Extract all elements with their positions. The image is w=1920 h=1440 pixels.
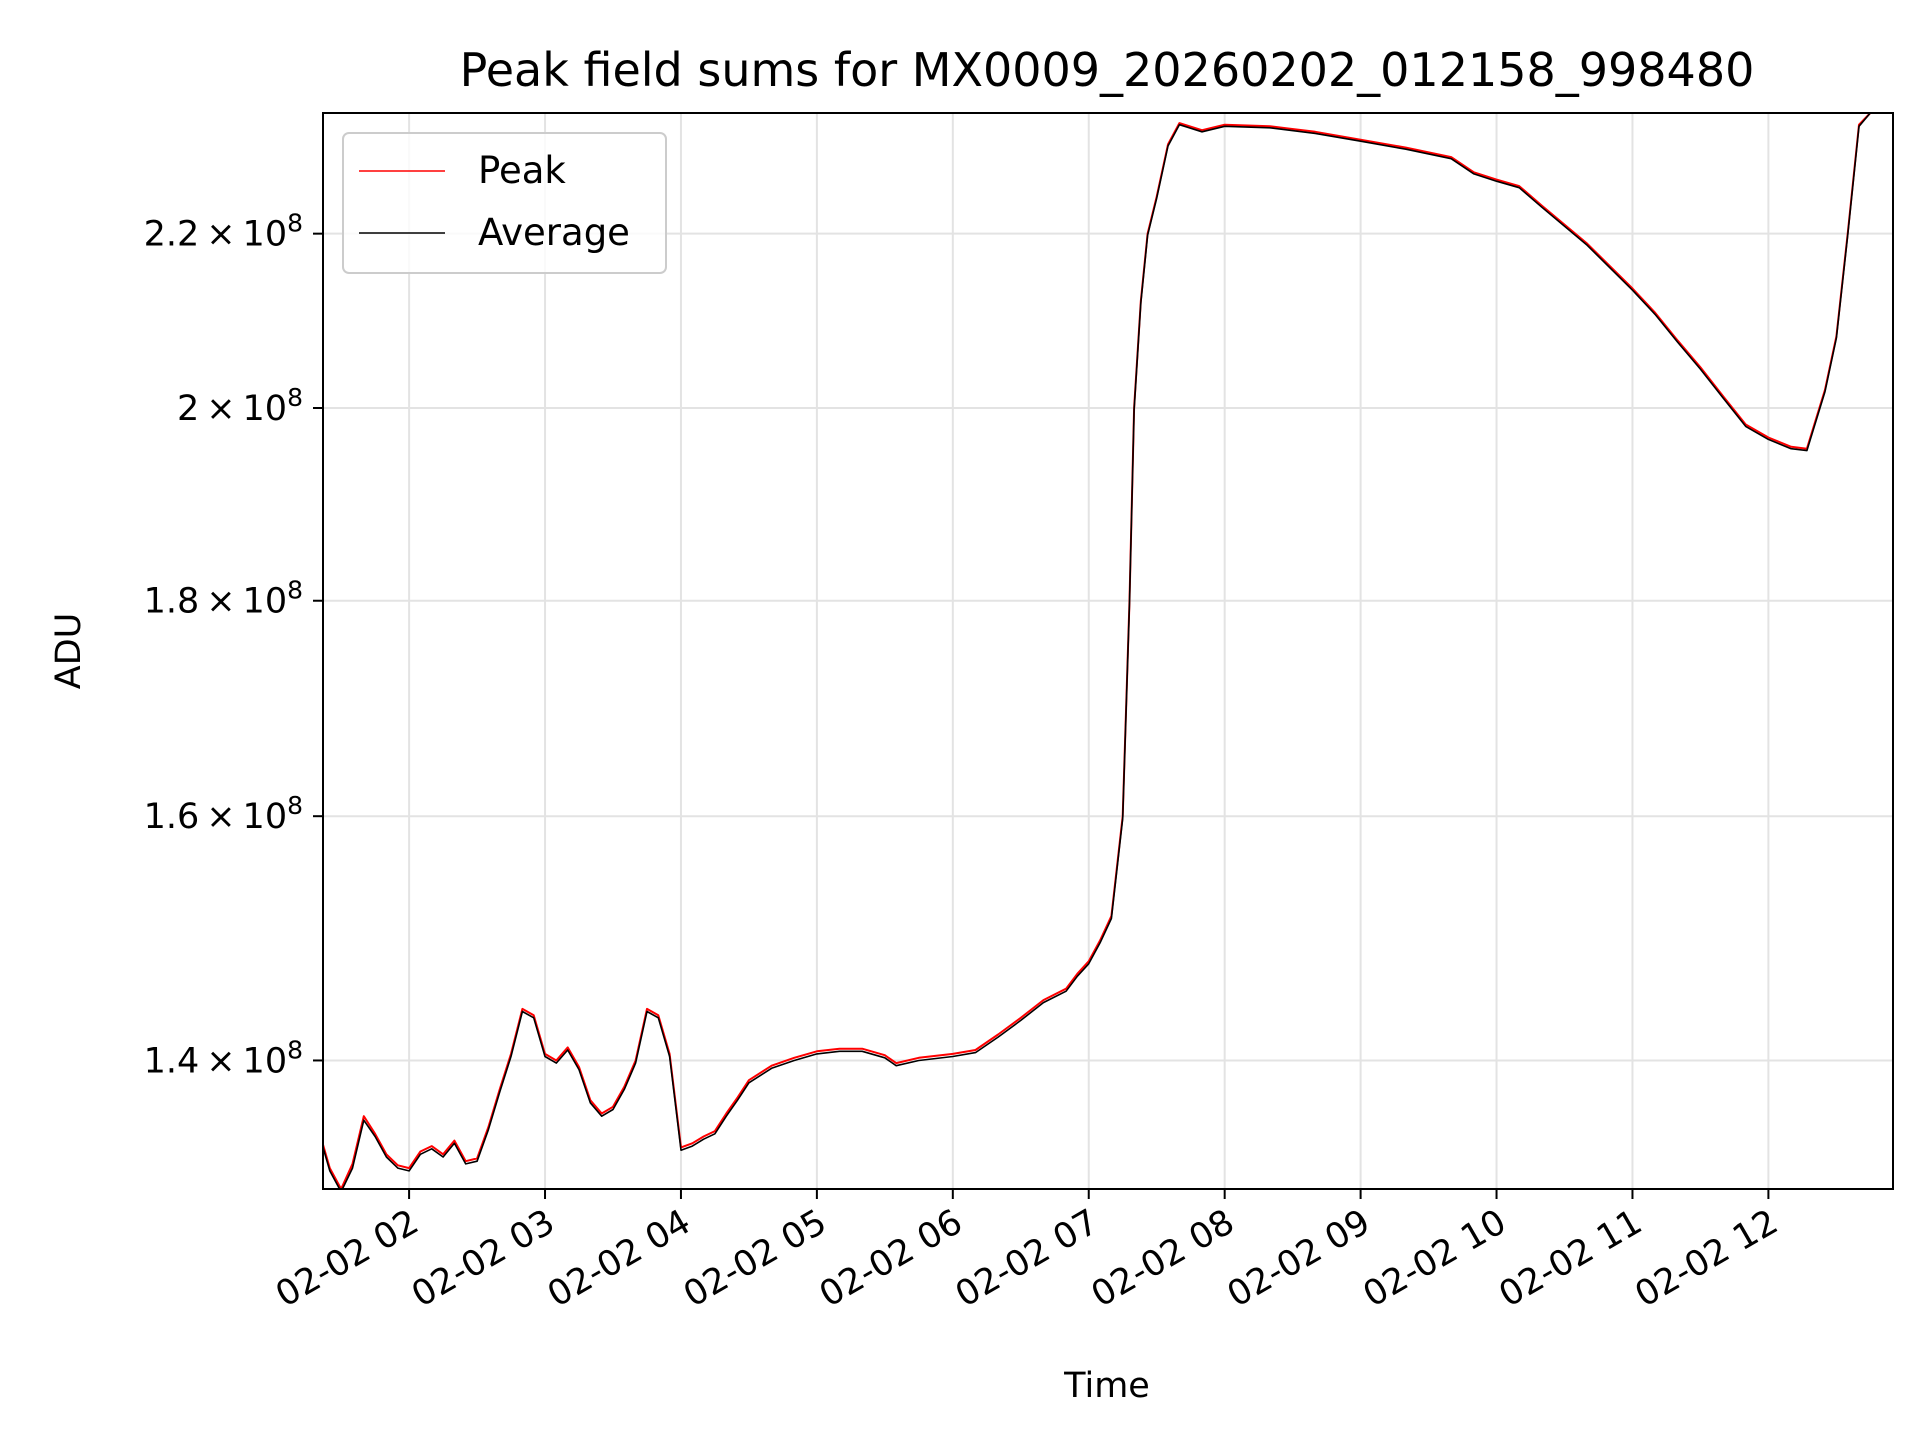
y-axis-label: ADU: [49, 613, 89, 690]
legend: Peak Average: [342, 132, 667, 274]
y-tick-label: 2 × 108: [177, 383, 303, 429]
y-axis: 1.4 × 108 1.6 × 108 1.8 × 108 2 × 108 2.2 × …: [144, 209, 323, 1081]
legend-label-average: Average: [478, 211, 630, 254]
series-line-average: [323, 113, 1893, 1189]
y-tick-label: 1.4 × 108: [144, 1035, 303, 1081]
y-tick-label: 2.2 × 108: [144, 209, 303, 255]
plot-frame: [322, 112, 1894, 1190]
y-tick-label: 1.6 × 108: [144, 791, 303, 837]
y-tick-label: 1.8 × 108: [144, 576, 303, 622]
legend-label-peak: Peak: [478, 149, 566, 192]
series-layer: [323, 113, 1893, 1189]
chart-title: Peak field sums for MX0009_20260202_0121…: [460, 43, 1755, 97]
x-axis-label: Time: [1063, 1366, 1150, 1406]
legend-box: [342, 132, 667, 274]
